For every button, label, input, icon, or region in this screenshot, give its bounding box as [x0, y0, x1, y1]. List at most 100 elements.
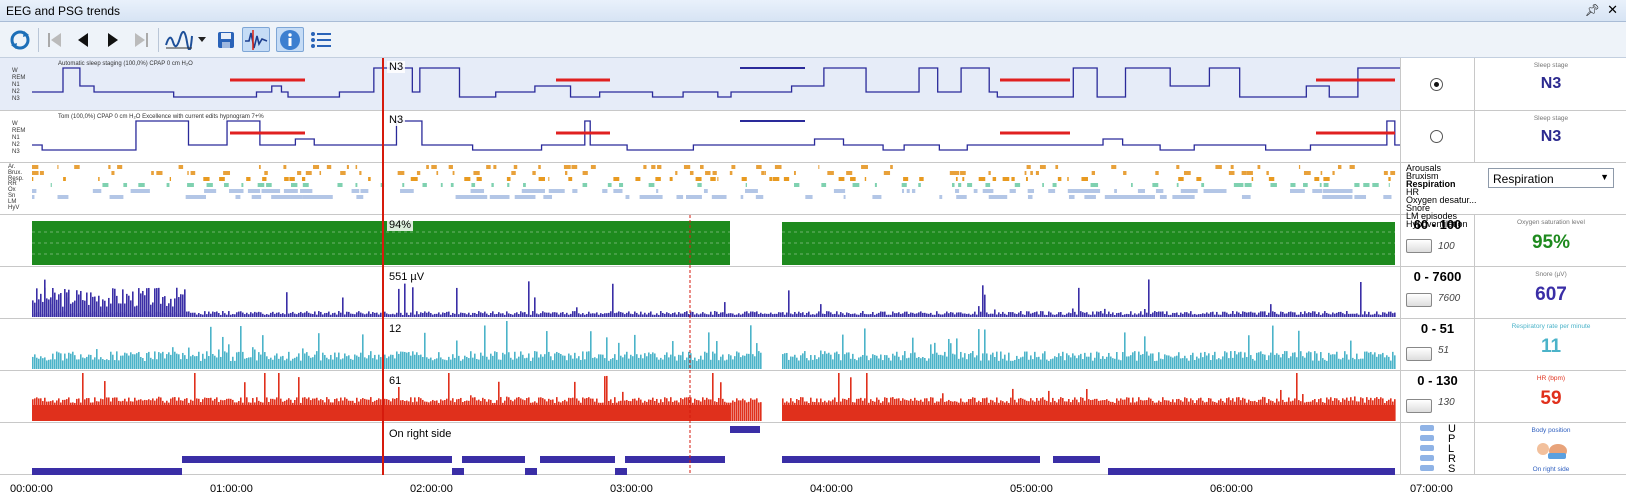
event-mark: [410, 177, 418, 181]
signal-bar: [644, 312, 646, 317]
signal-bar: [500, 359, 502, 369]
signal-bar: [238, 311, 240, 317]
signal-bar: [694, 314, 696, 317]
event-mark: [1067, 177, 1069, 181]
signal-bar: [1316, 353, 1318, 369]
signal-bar: [1216, 359, 1218, 369]
signal-bar: [210, 326, 212, 369]
first-icon[interactable]: [42, 27, 68, 52]
signal-bar: [1246, 357, 1248, 369]
sleep-auto-radio[interactable]: [1430, 78, 1443, 91]
signal-bar: [1252, 358, 1254, 369]
signal-bar: [1182, 313, 1184, 317]
signal-bar: [606, 375, 608, 421]
signal-bar: [272, 311, 274, 317]
event-mark: [741, 177, 747, 181]
signal-bar: [1268, 312, 1270, 317]
resp-scale-slider[interactable]: [1406, 347, 1432, 361]
signal-bar: [876, 355, 878, 369]
signal-bar: [86, 356, 88, 369]
signal-bar: [1312, 311, 1314, 317]
event-list-item[interactable]: Respiration: [1406, 179, 1456, 189]
signal-bar: [986, 312, 988, 317]
event-row-label: Resp.: [8, 175, 24, 182]
trend-icon[interactable]: [164, 27, 194, 52]
hr-scale-slider[interactable]: [1406, 399, 1432, 413]
save-icon[interactable]: [214, 27, 238, 52]
hypnogram-auto-panel[interactable]: [0, 58, 1400, 111]
event-list-item[interactable]: Hypoventilation: [1406, 219, 1468, 229]
signal-bar: [1170, 314, 1172, 317]
signal-bar: [544, 354, 546, 369]
signal-bar: [58, 294, 60, 317]
signal-bar: [950, 343, 952, 369]
signal-bar: [1352, 313, 1354, 317]
event-mark: [1137, 189, 1146, 193]
signal-bar: [584, 314, 586, 317]
next-icon[interactable]: [100, 27, 126, 52]
signal-bar: [914, 352, 916, 369]
position-small-icon: [1420, 465, 1434, 471]
spo2-scale-slider[interactable]: [1406, 239, 1432, 253]
signal-bar: [1076, 358, 1078, 369]
signal-bar: [380, 357, 382, 369]
event-mark: [973, 189, 978, 193]
event-list-item[interactable]: LM episodes: [1406, 211, 1458, 221]
event-mark: [1155, 189, 1164, 193]
position-panel[interactable]: [0, 423, 1400, 475]
signal-bar: [838, 373, 840, 421]
pin-icon[interactable]: 📌︎: [1584, 3, 1600, 17]
previous-icon[interactable]: [70, 27, 96, 52]
event-mark: [1383, 171, 1388, 175]
signal-bar: [426, 312, 428, 317]
close-icon[interactable]: ✕: [1607, 2, 1618, 17]
signal-bar: [1220, 314, 1222, 317]
hypnogram-manual-panel[interactable]: [0, 111, 1400, 163]
signal-bar: [532, 311, 534, 317]
signal-bar: [830, 354, 832, 369]
event-mark: [651, 165, 656, 169]
info-icon[interactable]: [276, 27, 304, 52]
signal-bar: [1278, 354, 1280, 369]
event-mark: [1320, 171, 1323, 175]
signal-bar: [782, 354, 784, 369]
refresh-icon[interactable]: [6, 27, 34, 52]
list-icon[interactable]: [308, 27, 334, 52]
signal-bar: [202, 353, 204, 369]
last-icon[interactable]: [128, 27, 154, 52]
event-mark: [111, 171, 115, 175]
signal-bar: [656, 313, 658, 317]
signal-bar: [1106, 356, 1108, 369]
signal-bar: [656, 357, 658, 369]
signal-bar: [978, 306, 980, 317]
event-mark: [1026, 165, 1031, 169]
signal-bar: [932, 314, 934, 317]
event-mark: [98, 177, 100, 181]
signal-bar: [298, 377, 300, 421]
signal-bar: [824, 351, 826, 369]
signal-bar: [254, 311, 256, 317]
signal-bar: [826, 311, 828, 317]
signal-bar: [56, 351, 58, 369]
signal-bar: [980, 311, 982, 317]
signal-bar: [54, 359, 56, 369]
signal-bar: [1382, 352, 1384, 369]
event-list-item[interactable]: Bruxism: [1406, 171, 1439, 181]
snore-panel[interactable]: [0, 267, 1400, 319]
signal-bar: [718, 360, 720, 369]
event-list-item[interactable]: HR: [1406, 187, 1419, 197]
signal-bar: [306, 311, 308, 317]
signal-bar: [120, 303, 122, 317]
snore-scale-slider[interactable]: [1406, 293, 1432, 307]
event-list-item[interactable]: Oxygen desatur...: [1406, 195, 1477, 205]
sleep-manual-radio[interactable]: [1430, 130, 1443, 143]
dropdown-arrow-icon[interactable]: [196, 27, 208, 52]
event-mark: [548, 189, 565, 193]
signal-bar: [448, 311, 450, 317]
event-mark: [562, 189, 565, 193]
signal-bar: [1100, 358, 1102, 369]
event-list-item[interactable]: Snore: [1406, 203, 1431, 213]
signal-icon[interactable]: [242, 27, 270, 52]
event-list-item[interactable]: Arousals: [1406, 163, 1442, 173]
event-type-dropdown[interactable]: Respiration ▼: [1488, 168, 1614, 188]
